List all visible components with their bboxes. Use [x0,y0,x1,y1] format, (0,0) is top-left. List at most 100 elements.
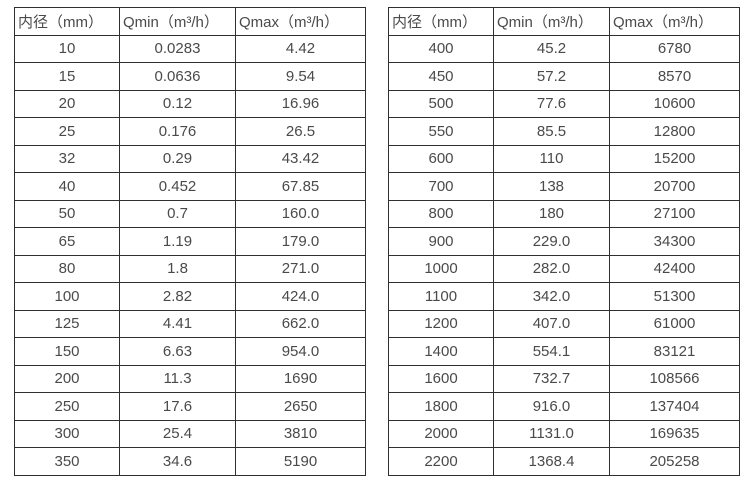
table-row: 125 4.41 662.0 [14,309,366,338]
diameter-cell: 32 [14,144,120,173]
qmax-cell: 16.96 [235,89,366,118]
column-header-diameter: 内径（mm） [388,7,494,36]
table-row: 50 0.7 160.0 [14,199,366,228]
flow-table-small-diameters: 内径（mm） Qmin（m³/h） Qmax（m³/h） 10 0.0283 4.42 15… [14,7,366,476]
diameter-cell: 1100 [388,282,494,311]
qmax-cell: 3810 [235,419,366,448]
table-row: 20 0.12 16.96 [14,89,366,118]
diameter-cell: 125 [14,309,120,338]
qmax-cell: 954.0 [235,337,366,366]
qmax-cell: 20700 [609,172,740,201]
table-row: 800 180 27100 [388,199,740,228]
table-row: 200 11.3 1690 [14,364,366,393]
qmin-cell: 0.452 [119,172,236,201]
qmax-cell: 8570 [609,62,740,91]
table-row: 900 229.0 34300 [388,227,740,256]
table-row: 450 57.2 8570 [388,62,740,91]
table-row: 600 110 15200 [388,144,740,173]
qmin-cell: 17.6 [119,392,236,421]
qmin-cell: 180 [493,199,610,228]
diameter-cell: 550 [388,117,494,146]
diameter-cell: 1600 [388,364,494,393]
table-row: 1200 407.0 61000 [388,309,740,338]
table-row: 250 17.6 2650 [14,392,366,421]
qmin-cell: 25.4 [119,419,236,448]
diameter-cell: 1800 [388,392,494,421]
table-row: 40 0.452 67.85 [14,172,366,201]
header-row: 内径（mm） Qmin（m³/h） Qmax（m³/h） [14,7,366,36]
diameter-cell: 900 [388,227,494,256]
qmin-cell: 554.1 [493,337,610,366]
qmax-cell: 10600 [609,89,740,118]
column-header-diameter: 内径（mm） [14,7,120,36]
qmax-cell: 6780 [609,34,740,63]
diameter-cell: 450 [388,62,494,91]
qmax-cell: 271.0 [235,254,366,283]
qmin-cell: 0.176 [119,117,236,146]
qmin-cell: 0.29 [119,144,236,173]
qmin-cell: 1.19 [119,227,236,256]
table-row: 15 0.0636 9.54 [14,62,366,91]
qmax-cell: 424.0 [235,282,366,311]
qmin-cell: 342.0 [493,282,610,311]
qmin-cell: 77.6 [493,89,610,118]
table-row: 1100 342.0 51300 [388,282,740,311]
table-row: 80 1.8 271.0 [14,254,366,283]
header-row: 内径（mm） Qmin（m³/h） Qmax（m³/h） [388,7,740,36]
qmin-cell: 85.5 [493,117,610,146]
diameter-cell: 250 [14,392,120,421]
qmax-cell: 662.0 [235,309,366,338]
diameter-cell: 15 [14,62,120,91]
table-row: 65 1.19 179.0 [14,227,366,256]
table-row: 100 2.82 424.0 [14,282,366,311]
diameter-cell: 40 [14,172,120,201]
qmin-cell: 407.0 [493,309,610,338]
table-row: 2200 1368.4 205258 [388,447,740,476]
diameter-cell: 1200 [388,309,494,338]
diameter-cell: 1000 [388,254,494,283]
table-row: 1400 554.1 83121 [388,337,740,366]
diameter-cell: 50 [14,199,120,228]
qmin-cell: 0.7 [119,199,236,228]
table-row: 1000 282.0 42400 [388,254,740,283]
diameter-cell: 350 [14,447,120,476]
table-row: 2000 1131.0 169635 [388,419,740,448]
column-header-qmax: Qmax（m³/h） [235,7,366,36]
table-row: 32 0.29 43.42 [14,144,366,173]
qmin-cell: 1.8 [119,254,236,283]
diameter-cell: 1400 [388,337,494,366]
diameter-cell: 10 [14,34,120,63]
qmax-cell: 2650 [235,392,366,421]
qmin-cell: 45.2 [493,34,610,63]
table-row: 550 85.5 12800 [388,117,740,146]
column-header-qmin: Qmin（m³/h） [119,7,236,36]
qmax-cell: 27100 [609,199,740,228]
table-row: 500 77.6 10600 [388,89,740,118]
qmin-cell: 11.3 [119,364,236,393]
qmin-cell: 916.0 [493,392,610,421]
column-header-qmin: Qmin（m³/h） [493,7,610,36]
diameter-cell: 150 [14,337,120,366]
qmax-cell: 83121 [609,337,740,366]
qmin-cell: 34.6 [119,447,236,476]
table-row: 1600 732.7 108566 [388,364,740,393]
qmin-cell: 57.2 [493,62,610,91]
table-row: 300 25.4 3810 [14,419,366,448]
qmin-cell: 732.7 [493,364,610,393]
column-header-qmax: Qmax（m³/h） [609,7,740,36]
qmin-cell: 282.0 [493,254,610,283]
diameter-cell: 500 [388,89,494,118]
diameter-cell: 400 [388,34,494,63]
qmax-cell: 34300 [609,227,740,256]
qmax-cell: 1690 [235,364,366,393]
qmin-cell: 6.63 [119,337,236,366]
table-row: 700 138 20700 [388,172,740,201]
qmin-cell: 1368.4 [493,447,610,476]
qmax-cell: 179.0 [235,227,366,256]
diameter-cell: 80 [14,254,120,283]
diameter-cell: 2200 [388,447,494,476]
qmax-cell: 4.42 [235,34,366,63]
qmax-cell: 51300 [609,282,740,311]
qmin-cell: 0.0283 [119,34,236,63]
